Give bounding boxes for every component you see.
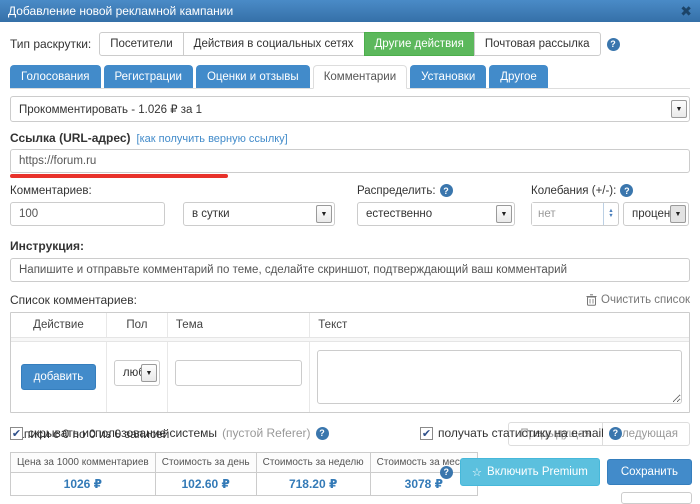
fluctuation-help-icon[interactable]: ? [620,184,634,197]
stepper-down-icon[interactable]: ▼ [608,213,614,219]
promo-type-visitors[interactable]: Посетители [99,32,184,56]
hide-system-option: ✔ скрывать использование системы (пустой… [10,426,329,440]
cost-per-week-value: 718.20 ₽ [255,472,371,496]
fluctuation-input[interactable] [532,203,603,225]
fluctuation-unit-value: процентов [632,208,670,220]
topic-input[interactable] [174,360,303,386]
enable-premium-button[interactable]: ☆ Включить Premium [459,458,600,486]
cost-per-week-header: Стоимость за неделю [255,452,371,473]
options-row: ✔ скрывать использование системы (пустой… [10,426,690,440]
stepper-arrows-icon[interactable]: ▲ ▼ [603,203,618,225]
dialog-titlebar: Добавление новой рекламной кампании ✖ [0,0,700,22]
gender-select[interactable]: любой ▼ [113,360,160,386]
service-select-value: Прокомментировать - 1.026 ₽ за 1 [19,104,203,116]
promo-type-label: Тип раскрутки: [10,37,92,51]
url-input[interactable] [10,149,690,173]
fluctuation-stepper[interactable]: ▲ ▼ [531,202,619,226]
hide-system-checkbox[interactable]: ✔ [10,426,23,440]
promo-type-group: Посетители Действия в социальных сетях Д… [99,32,601,56]
fluctuation-unit-select[interactable]: процентов ▼ [623,202,689,226]
tab-comments[interactable]: Комментарии [312,65,408,89]
email-stats-label: получать статистику на e-mail [438,426,604,440]
chevron-down-icon: ▼ [316,205,332,223]
red-annotation-line [10,174,228,178]
tab-votes[interactable]: Голосования [10,65,101,88]
check-icon: ✔ [421,426,432,440]
col-header-topic: Тема [166,313,309,337]
cut-off-element [621,492,692,504]
chevron-down-icon: ▼ [670,205,686,223]
distribute-label: Распределить: [357,184,436,197]
email-stats-checkbox[interactable]: ✔ [420,426,433,440]
tab-installs[interactable]: Установки [410,65,487,88]
prev-page-button[interactable]: Предыдущая [508,422,603,446]
distribute-help-icon[interactable]: ? [439,184,453,197]
email-stats-option: ✔ получать статистику на e-mail ? [420,426,622,440]
chevron-down-icon: ▼ [671,100,687,118]
empty-table-row [11,337,689,342]
comments-table-header: Действие Пол Тема Текст [11,313,689,337]
col-header-gender: Пол [105,313,167,337]
comments-count-input[interactable] [10,202,165,226]
clear-list-label: Очистить список [601,294,690,306]
star-icon: ☆ [471,467,483,479]
url-hint-link[interactable]: [как получить верную ссылку] [136,133,288,145]
promo-type-row: Тип раскрутки: Посетители Действия в соц… [10,32,690,56]
price-per-1000-header: Цена за 1000 комментариев [10,452,156,473]
fluctuation-label: Колебания (+/-): [531,184,617,197]
promo-type-mailing[interactable]: Почтовая рассылка [473,32,601,56]
comment-list-label: Список комментариев: [10,293,137,307]
tab-other[interactable]: Другое [489,65,548,88]
url-label: Ссылка (URL-адрес) [10,131,131,145]
distribute-select-value: естественно [366,208,433,220]
premium-help-icon[interactable]: ? [439,465,453,479]
tab-registrations[interactable]: Регистрации [103,65,193,88]
promo-type-help-icon[interactable]: ? [606,37,620,51]
hide-system-help-icon[interactable]: ? [315,426,329,440]
fluctuation-label-wrap: Колебания (+/-): ? [531,184,689,197]
params-row: Комментариев: в сутки ▼ Распределить: ? … [10,184,690,226]
chevron-down-icon: ▼ [140,364,157,382]
clear-list-link[interactable]: Очистить список [586,294,690,306]
trash-icon [586,294,597,306]
add-comment-button[interactable]: добавить [20,364,97,390]
category-tabs: Голосования Регистрации Оценки и отзывы … [10,65,690,89]
distribute-label-wrap: Распределить: ? [357,184,515,197]
add-comment-row: добавить любой ▼ [11,342,689,412]
hide-system-label: скрывать использование системы [28,426,218,440]
period-select[interactable]: в сутки ▼ [183,202,335,226]
comment-text-textarea[interactable] [317,350,682,404]
action-buttons: ? ☆ Включить Premium Сохранить [439,458,692,486]
spacer-label [183,184,335,197]
tab-ratings-reviews[interactable]: Оценки и отзывы [195,65,310,88]
col-header-text: Текст [309,313,689,337]
comments-table: Действие Пол Тема Текст добавить любой ▼ [10,312,690,413]
price-per-1000-value: 1026 ₽ [10,472,156,496]
cost-per-day-header: Стоимость за день [154,452,257,473]
gender-select-value: любой [122,367,141,379]
promo-type-other-actions[interactable]: Другие действия [363,32,475,56]
instruction-label: Инструкция: [10,239,85,253]
chevron-down-icon: ▼ [496,205,512,223]
close-icon[interactable]: ✖ [680,3,692,19]
col-header-action: Действие [33,319,84,331]
hide-system-note: (пустой Referer) [222,426,311,440]
instruction-input[interactable] [10,258,690,282]
stepper-up-icon[interactable]: ▲ [608,208,614,214]
save-button[interactable]: Сохранить [606,459,692,485]
service-select[interactable]: Прокомментировать - 1.026 ₽ за 1 ▼ [10,96,690,122]
cost-per-day-value: 102.60 ₽ [154,472,257,496]
check-icon: ✔ [11,426,22,440]
dialog-title: Добавление новой рекламной кампании [8,4,234,18]
period-select-value: в сутки [192,208,230,220]
email-stats-help-icon[interactable]: ? [608,426,622,440]
enable-premium-label: Включить Premium [487,466,588,478]
pricing-table: Цена за 1000 комментариев Стоимость за д… [10,452,479,496]
promo-type-social-actions[interactable]: Действия в социальных сетях [182,32,365,56]
records-info: Записи с 0 по 0 из 0 записей [10,427,170,441]
comments-count-label: Комментариев: [10,184,92,197]
distribute-select[interactable]: естественно ▼ [357,202,515,226]
